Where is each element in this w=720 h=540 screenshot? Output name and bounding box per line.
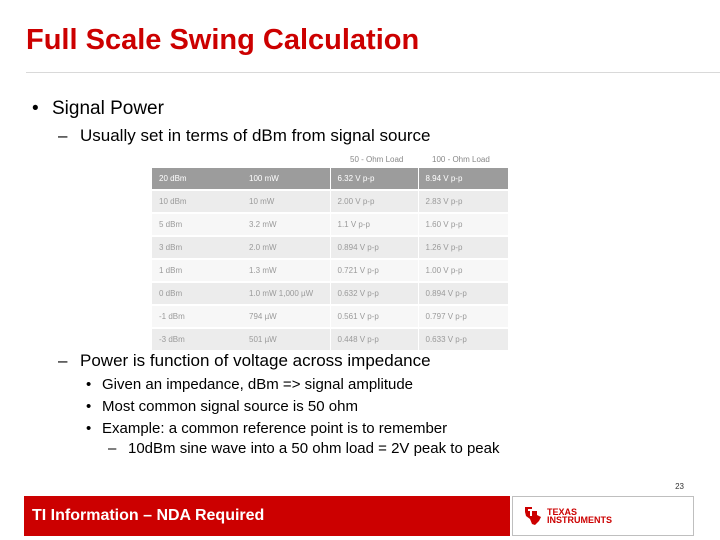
- table-cell: 10 dBm: [152, 190, 242, 214]
- table-cell: 1.3 mW: [242, 259, 330, 283]
- bullet-text: Given an impedance, dBm => signal amplit…: [102, 376, 414, 393]
- bullet-dot-icon: •: [32, 98, 39, 119]
- title-divider: [26, 72, 720, 73]
- logo-line-1: TEXAS: [547, 507, 578, 517]
- table-cell: 0.894 V p-p: [417, 282, 508, 306]
- bullet-text: Signal Power: [52, 98, 164, 119]
- bullet-dash-icon: –: [58, 126, 68, 145]
- table-cell: 1.0 mW 1,000 µW: [242, 282, 330, 306]
- sub-bullet-dbm: – Usually set in terms of dBm from signal…: [58, 126, 431, 146]
- table-cell: 0 dBm: [152, 282, 242, 306]
- table-caption-50-ohm: 50 - Ohm Load: [350, 155, 404, 164]
- table-cell: 8.94 V p-p: [417, 168, 508, 191]
- table-cell: 0.894 V p-p: [329, 236, 418, 260]
- table-row: 3 dBm 2.0 mW 0.894 V p-p 1.26 V p-p: [152, 236, 508, 260]
- bullet-text: Usually set in terms of dBm from signal …: [80, 126, 431, 145]
- table-row: 1 dBm 1.3 mW 0.721 V p-p 1.00 V p-p: [152, 259, 508, 283]
- table-cell: 501 µW: [242, 328, 330, 352]
- table-cell: 2.83 V p-p: [417, 190, 508, 214]
- bullet-dot-icon: •: [86, 398, 92, 415]
- bullet-text: 10dBm sine wave into a 50 ohm load = 2V …: [128, 440, 500, 457]
- table-caption-100-ohm: 100 - Ohm Load: [432, 155, 490, 164]
- table-cell: 1.1 V p-p: [329, 213, 418, 237]
- table-cell: 10 mW: [242, 190, 330, 214]
- sub-bullet-impedance: – Power is function of voltage across imp…: [58, 351, 431, 371]
- table-cell: 100 mW: [242, 168, 330, 191]
- bullet-dash-icon: –: [58, 351, 68, 370]
- table-cell: 6.32 V p-p: [329, 168, 418, 191]
- table-cell: 0.721 V p-p: [329, 259, 418, 283]
- table-cell: 2.00 V p-p: [329, 190, 418, 214]
- table-row: -1 dBm 794 µW 0.561 V p-p 0.797 V p-p: [152, 305, 508, 329]
- bullet-text: Example: a common reference point is to …: [102, 420, 448, 437]
- table-cell: 1.60 V p-p: [417, 213, 508, 237]
- dbm-conversion-table: 20 dBm 100 mW 6.32 V p-p 8.94 V p-p 10 dBm 10…: [152, 168, 508, 352]
- table-cell: 0.561 V p-p: [329, 305, 418, 329]
- bullet-signal-power: • Signal Power: [32, 98, 164, 120]
- table-cell: 3.2 mW: [242, 213, 330, 237]
- table-cell: 2.0 mW: [242, 236, 330, 260]
- ti-wordmark: TEXAS INSTRUMENTS: [547, 507, 612, 525]
- table-cell: 0.632 V p-p: [329, 282, 418, 306]
- item-common-source: • Most common signal source is 50 ohm: [86, 398, 358, 415]
- ti-logo: TEXAS INSTRUMENTS: [512, 496, 694, 536]
- footer-label: TI Information – NDA Required: [32, 507, 265, 524]
- page-number: 23: [675, 482, 684, 491]
- footer-bar: TI Information – NDA Required: [24, 496, 510, 536]
- bullet-text: Most common signal source is 50 ohm: [102, 398, 358, 415]
- table-row: 0 dBm 1.0 mW 1,000 µW 0.632 V p-p 0.894 V p…: [152, 282, 508, 306]
- table-row: 10 dBm 10 mW 2.00 V p-p 2.83 V p-p: [152, 190, 508, 214]
- table-row: 5 dBm 3.2 mW 1.1 V p-p 1.60 V p-p: [152, 213, 508, 237]
- slide-title: Full Scale Swing Calculation: [26, 24, 420, 56]
- bullet-dot-icon: •: [86, 376, 92, 393]
- item-given-impedance: • Given an impedance, dBm => signal ampli…: [86, 376, 413, 393]
- table-cell: 1.26 V p-p: [417, 236, 508, 260]
- table-cell: 0.633 V p-p: [417, 328, 508, 352]
- table-cell: -1 dBm: [152, 305, 242, 329]
- table-cell: 0.797 V p-p: [417, 305, 508, 329]
- table-row: -3 dBm 501 µW 0.448 V p-p 0.633 V p-p: [152, 328, 508, 352]
- table-cell: 0.448 V p-p: [329, 328, 418, 352]
- table-header-row: 20 dBm 100 mW 6.32 V p-p 8.94 V p-p: [152, 168, 508, 191]
- bullet-dot-icon: •: [86, 420, 92, 437]
- table-cell: -3 dBm: [152, 328, 242, 352]
- table-cell: 1 dBm: [152, 259, 242, 283]
- table-cell: 794 µW: [242, 305, 330, 329]
- logo-line-2: INSTRUMENTS: [547, 515, 612, 525]
- item-example: • Example: a common reference point is to…: [86, 420, 447, 437]
- dbm-conversion-table-image: 20 dBm 100 mW 6.32 V p-p 8.94 V p-p 10 dBm 10…: [152, 168, 508, 352]
- example-10dbm: –10dBm sine wave into a 50 ohm load = 2V…: [108, 440, 500, 457]
- table-cell: 20 dBm: [152, 168, 242, 191]
- table-cell: 1.00 V p-p: [417, 259, 508, 283]
- table-cell: 5 dBm: [152, 213, 242, 237]
- table-cell: 3 dBm: [152, 236, 242, 260]
- texas-state-emblem-icon: [525, 507, 541, 525]
- bullet-dash-icon: –: [108, 440, 117, 457]
- bullet-text: Power is function of voltage across impe…: [80, 351, 431, 370]
